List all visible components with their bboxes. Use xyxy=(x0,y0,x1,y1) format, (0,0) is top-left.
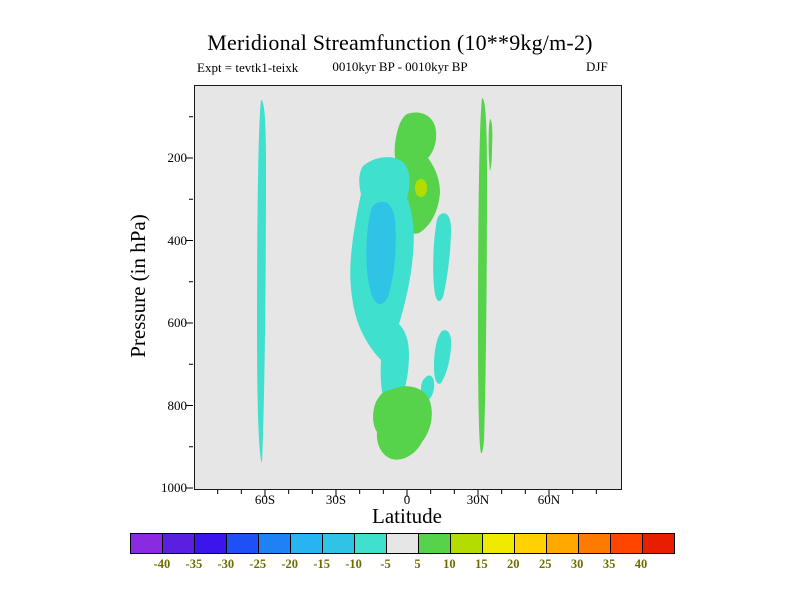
colorbar-label: -5 xyxy=(380,557,391,571)
season-label: DJF xyxy=(586,59,608,74)
colorbar-segment xyxy=(611,534,643,553)
experiment-label: Expt = tevtk1-teixk xyxy=(197,60,299,75)
contour-central-negative-core xyxy=(366,201,396,305)
x-tick-label: 60N xyxy=(537,492,561,507)
contour-tropical-upper-maximum xyxy=(415,179,427,197)
colorbar-segment xyxy=(355,534,387,553)
colorbar-segment xyxy=(547,534,579,553)
colorbar-label: 35 xyxy=(602,557,616,571)
colorbar-segment xyxy=(419,534,451,553)
y-tick-label: 400 xyxy=(167,232,188,248)
colorbar-segment xyxy=(387,534,419,553)
colorbar-segment xyxy=(291,534,323,553)
colorbar-labels: -40 -35 -30 -25 -20 -15 -10 -5 5 10 15 20 25 30 35 40 xyxy=(130,557,673,573)
colorbar-label: 10 xyxy=(443,557,456,571)
colorbar-label: 20 xyxy=(507,557,520,571)
y-tick-label: 600 xyxy=(167,315,188,330)
colorbar-label: 15 xyxy=(475,557,488,571)
colorbar-label: -40 xyxy=(153,557,171,571)
contour-north-positive-sliver xyxy=(488,119,493,171)
x-tick-label: 30S xyxy=(325,492,347,507)
colorbar-segment xyxy=(131,534,163,553)
y-axis-title: Pressure (in hPa) xyxy=(126,214,150,358)
colorbar-segment xyxy=(163,534,195,553)
contour-field xyxy=(257,98,493,463)
y-tick-label: 1000 xyxy=(161,480,187,495)
colorbar-label: 5 xyxy=(414,557,421,571)
contour-north-tropics-negative-low xyxy=(434,330,452,384)
colorbar-segment xyxy=(227,534,259,553)
colorbar-label: -15 xyxy=(313,557,330,571)
colorbar-label: -25 xyxy=(249,557,267,571)
colorbar-label: -30 xyxy=(217,557,235,571)
colorbar-segment xyxy=(515,534,547,553)
colorbar-segment xyxy=(579,534,611,553)
x-axis-title: Latitude xyxy=(372,504,442,528)
y-tick-label: 200 xyxy=(167,150,188,165)
colorbar xyxy=(130,533,675,554)
x-tick-label: 60S xyxy=(254,492,276,507)
colorbar-label: -20 xyxy=(281,557,299,571)
contour-north-tropics-negative-strip xyxy=(433,213,451,302)
y-tick-label: 800 xyxy=(167,397,188,413)
colorbar-label: 40 xyxy=(634,557,648,571)
chart-title: Meridional Streamfunction (10**9kg/m-2) xyxy=(207,30,593,55)
colorbar-label: 30 xyxy=(570,557,584,571)
x-tick-label: 0 xyxy=(403,492,411,507)
plot-area xyxy=(194,85,622,490)
colorbar-segment xyxy=(195,534,227,553)
colorbar-label: 25 xyxy=(538,557,552,571)
colorbar-segment xyxy=(643,534,674,553)
colorbar-label: -35 xyxy=(185,557,203,571)
colorbar-segment xyxy=(259,534,291,553)
contour-equatorial-lower-positive xyxy=(373,386,432,460)
colorbar-segment xyxy=(451,534,483,553)
x-tick-label: 30N xyxy=(466,492,490,507)
contour-north-positive-band xyxy=(478,98,487,454)
contour-south-negative-band xyxy=(257,100,266,463)
colorbar-label: -10 xyxy=(345,557,362,571)
colorbar-segment xyxy=(323,534,355,553)
period-label: 0010kyr BP - 0010kyr BP xyxy=(332,59,468,74)
colorbar-segment xyxy=(483,534,515,553)
